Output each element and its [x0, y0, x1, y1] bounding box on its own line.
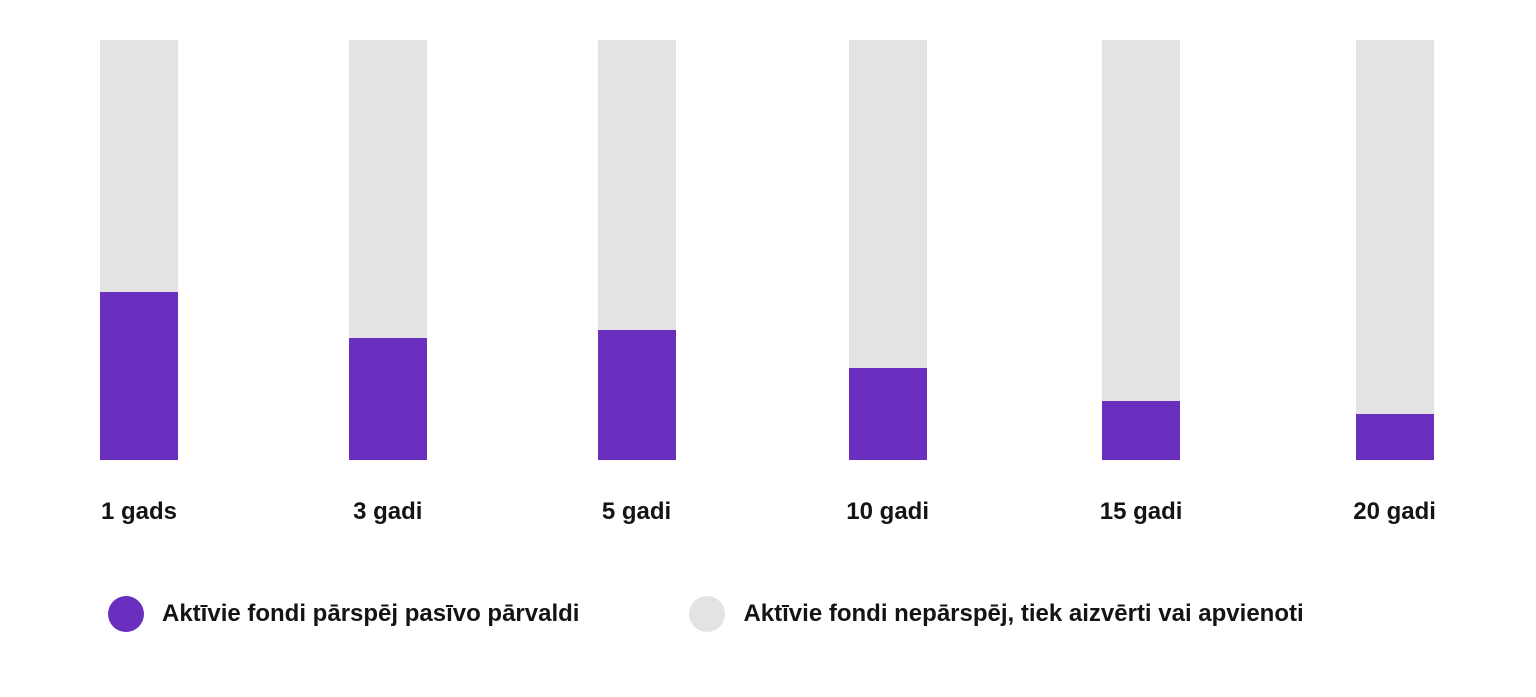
bar-stack	[1356, 40, 1434, 460]
bar-label: 20 gadi	[1353, 498, 1436, 526]
bar-column: 15 gadi	[1100, 40, 1183, 526]
bar-segment-outperform	[349, 338, 427, 460]
bar-segment-underperform	[849, 40, 927, 368]
bar-stack	[849, 40, 927, 460]
bar-segment-underperform	[100, 40, 178, 292]
fund-performance-chart: 1 gads3 gadi5 gadi10 gadi15 gadi20 gadi …	[0, 0, 1536, 697]
bar-column: 3 gadi	[349, 40, 427, 526]
bar-stack	[1102, 40, 1180, 460]
legend-label: Aktīvie fondi nepārspēj, tiek aizvērti v…	[743, 600, 1303, 628]
legend-item: Aktīvie fondi nepārspēj, tiek aizvērti v…	[689, 596, 1303, 632]
bar-segment-underperform	[1102, 40, 1180, 401]
bars-row: 1 gads 3 gadi 5 gadi 10 gadi 15 gadi 20 gadi	[100, 40, 1436, 526]
legend-item: Aktīvie fondi pārspēj pasīvo pārvaldi	[108, 596, 579, 632]
bar-label: 5 gadi	[602, 498, 671, 526]
bar-stack	[598, 40, 676, 460]
bar-label: 15 gadi	[1100, 498, 1183, 526]
bar-label: 10 gadi	[846, 498, 929, 526]
bar-stack	[100, 40, 178, 460]
bar-segment-underperform	[598, 40, 676, 330]
legend-swatch	[108, 596, 144, 632]
bar-segment-underperform	[349, 40, 427, 338]
bar-column: 5 gadi	[598, 40, 676, 526]
bar-label: 3 gadi	[353, 498, 422, 526]
legend-label: Aktīvie fondi pārspēj pasīvo pārvaldi	[162, 600, 579, 628]
bar-segment-outperform	[100, 292, 178, 460]
bar-segment-outperform	[598, 330, 676, 460]
bar-segment-outperform	[1102, 401, 1180, 460]
legend: Aktīvie fondi pārspēj pasīvo pārvaldi Akt…	[100, 596, 1436, 632]
bar-label: 1 gads	[101, 498, 177, 526]
bar-column: 20 gadi	[1353, 40, 1436, 526]
legend-swatch	[689, 596, 725, 632]
bar-column: 10 gadi	[846, 40, 929, 526]
bar-segment-outperform	[1356, 414, 1434, 460]
bar-segment-outperform	[849, 368, 927, 460]
bar-column: 1 gads	[100, 40, 178, 526]
bar-segment-underperform	[1356, 40, 1434, 414]
bar-stack	[349, 40, 427, 460]
